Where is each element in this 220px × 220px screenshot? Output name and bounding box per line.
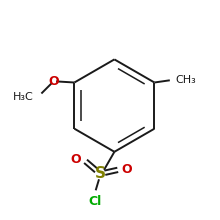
Text: O: O	[48, 75, 59, 88]
Text: O: O	[70, 153, 81, 166]
Text: O: O	[121, 163, 132, 176]
Text: H₃C: H₃C	[13, 92, 34, 102]
Text: CH₃: CH₃	[175, 75, 196, 85]
Text: Cl: Cl	[88, 195, 101, 208]
Text: S: S	[95, 166, 106, 181]
